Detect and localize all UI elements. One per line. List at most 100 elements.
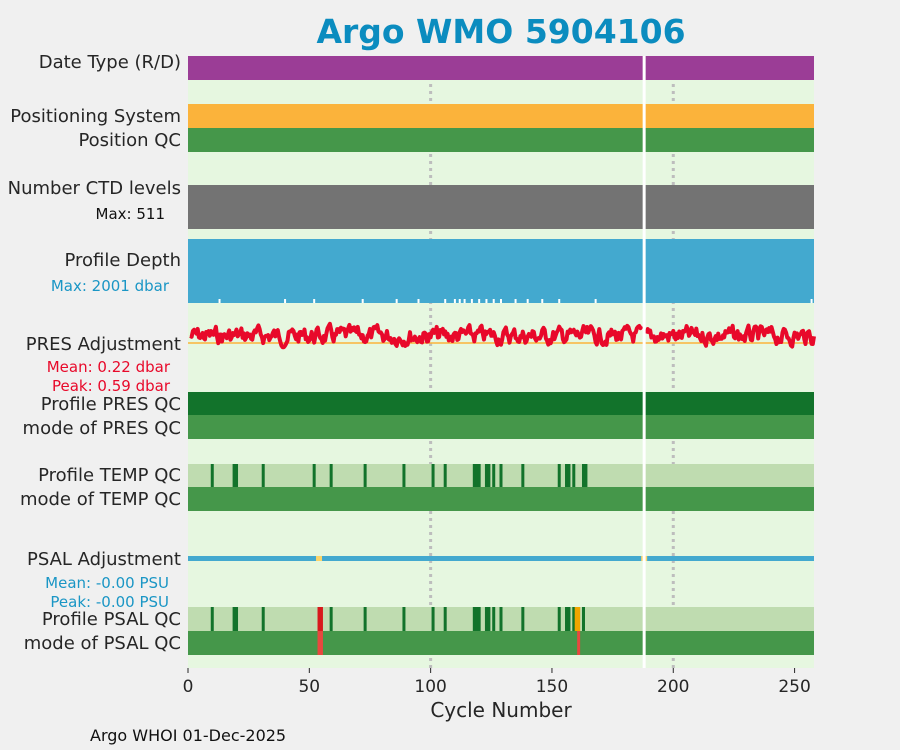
psal-qc-flag-3 [261,607,265,631]
psal-qc-flag-8 [443,607,447,631]
bar-mode-pres-qc [188,415,814,439]
x-tick-label-200: 200 [657,677,689,697]
bar-mode-psal-qc [188,631,814,655]
depth-notch-18 [558,299,561,303]
depth-notch-20 [810,299,813,303]
temp-qc-flag-11 [475,464,479,487]
x-tick-label-150: 150 [536,677,568,697]
temp-qc-flag-6 [363,464,367,487]
temp-qc-flag-20 [567,464,571,487]
temp-qc-flag-21 [572,464,576,487]
psal-qc-bad-1 [319,607,323,631]
depth-notch-16 [526,299,529,303]
temp-qc-flag-17 [521,464,525,487]
psal-qc-flag-12 [484,607,488,631]
psal-mode-bad-2 [577,631,581,655]
psal-qc-flag-15 [499,607,503,631]
bar-position-qc [188,128,814,152]
psal-qc-flag-21 [581,607,585,631]
depth-notch-2 [313,299,316,303]
temp-qc-flag-23 [584,464,588,487]
temp-qc-flag-14 [487,464,491,487]
depth-notch-15 [514,299,517,303]
bar-date-type [188,56,814,80]
label-date-type: Date Type (R/D) [38,52,181,73]
temp-qc-flag-19 [565,464,569,487]
pres-adjustment-series-b [644,323,816,349]
psal-qc-flag-6 [402,607,406,631]
bar-profile-pres-qc [188,392,814,415]
pres-adjustment-mean: Mean: 0.22 dbar [46,358,170,376]
label-mode-pres-qc: mode of PRES QC [22,418,181,439]
depth-notch-1 [284,299,287,303]
x-tick-label-100: 100 [414,677,446,697]
label-positioning-system: Positioning System [10,106,181,127]
psal-qc-flag-11 [477,607,481,631]
psal-adjustment-peak: Peak: -0.00 PSU [50,593,169,611]
temp-qc-flag-18 [557,464,561,487]
label-psal-adjustment: PSAL Adjustment [26,549,181,570]
temp-qc-flag-13 [484,464,488,487]
psal-qc-flag-7 [431,607,435,631]
psal-qc-flag-18 [565,607,569,631]
footer-credit: Argo WHOI 01-Dec-2025 [90,726,287,745]
label-mode-psal-qc: mode of PSAL QC [23,633,181,654]
psal-qc-flag-17 [557,607,561,631]
x-tick-label-250: 250 [778,677,810,697]
label-profile-depth: Profile Depth [64,250,181,271]
label-position-qc: Position QC [78,130,181,151]
psal-qc-flag-10 [475,607,479,631]
depth-notch-6 [444,299,447,303]
temp-qc-flag-7 [402,464,406,487]
psal-qc-flag-9 [472,607,476,631]
depth-notch-7 [453,299,456,303]
depth-notch-10 [470,299,473,303]
temp-qc-flag-0 [210,464,214,487]
temp-qc-flag-5 [329,464,333,487]
depth-notch-4 [395,299,398,303]
depth-notch-19 [594,299,597,303]
psal-mode-bad-0 [317,631,321,655]
label-ctd-levels: Number CTD levels [7,178,181,199]
psal-mode-bad-1 [319,631,323,655]
psal-qc-bad-0 [317,607,321,631]
depth-notch-14 [500,299,502,303]
x-tick-label-50: 50 [298,677,320,697]
psal-qc-flag-0 [210,607,214,631]
temp-qc-flag-10 [472,464,476,487]
psal-qc-flag-2 [235,607,239,631]
psal-qc-flag-1 [232,607,236,631]
psal-qc-flag-13 [487,607,491,631]
temp-qc-flag-22 [581,464,585,487]
depth-notch-3 [361,299,364,303]
bar-ctd-levels [188,185,814,229]
depth-notch-12 [485,299,488,303]
depth-notch-11 [478,299,481,303]
bar-positioning-system [188,104,814,128]
temp-qc-flag-12 [477,464,481,487]
temp-qc-flag-8 [431,464,435,487]
psal-qc-flag-19 [567,607,571,631]
label-profile-pres-qc: Profile PRES QC [40,394,181,415]
temp-qc-flag-1 [232,464,236,487]
depth-notch-9 [463,299,466,303]
psal-adjustment-series [188,556,814,561]
psal-qc-flag-5 [363,607,367,631]
temp-qc-flag-16 [499,464,503,487]
psal-qc-flag-4 [329,607,333,631]
label-mode-temp-qc: mode of TEMP QC [19,489,181,510]
missing-cycle-gap [642,56,646,668]
depth-notch-13 [492,299,495,303]
bar-profile-depth [188,239,814,303]
profile-depth-max: Max: 2001 dbar [50,277,169,295]
psal-qc-probably-bad-0 [574,607,578,631]
depth-notch-8 [458,299,461,303]
depth-notch-17 [541,299,544,303]
psal-qc-flag-16 [521,607,525,631]
label-profile-psal-qc: Profile PSAL QC [41,609,181,630]
temp-qc-flag-3 [261,464,265,487]
temp-qc-flag-2 [235,464,239,487]
label-pres-adjustment: PRES Adjustment [25,334,181,355]
pres-adjustment-peak: Peak: 0.59 dbar [51,377,170,395]
